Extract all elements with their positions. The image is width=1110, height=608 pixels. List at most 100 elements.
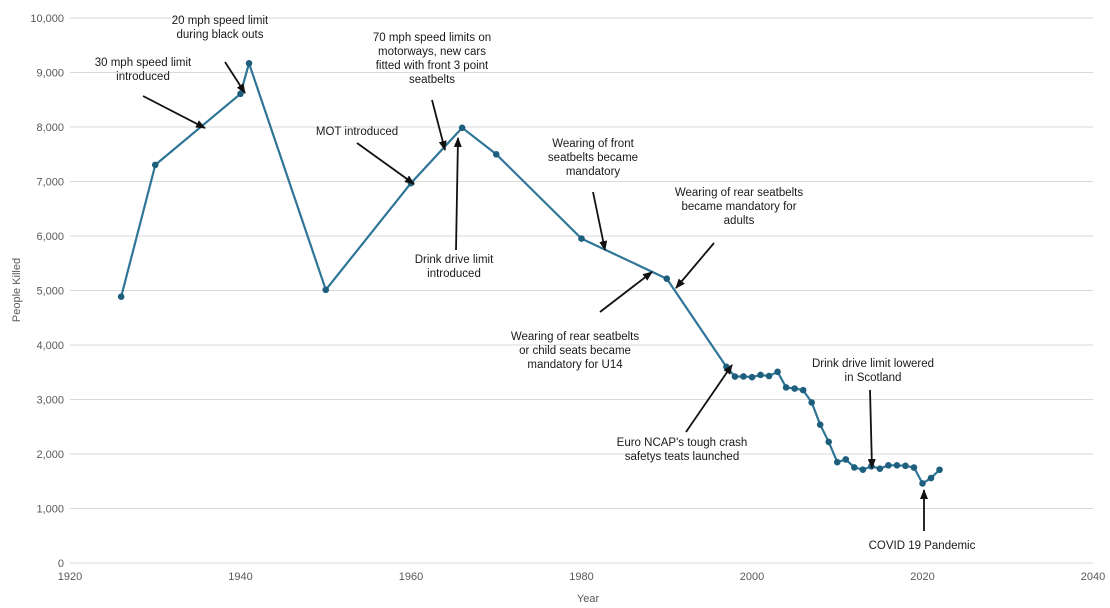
annotation-text: mandatory for U14	[527, 359, 623, 371]
y-tick-label: 8,000	[36, 122, 64, 134]
annotation-text: Wearing of rear seatbelts	[511, 331, 640, 343]
annotation: Wearing of rear seatbelts became mandator…	[675, 187, 804, 289]
annotation-arrow	[592, 191, 608, 251]
data-point	[876, 465, 884, 473]
annotation-arrow	[453, 137, 462, 251]
data-point	[245, 59, 253, 67]
data-point	[910, 464, 918, 471]
annotation-text: Drink drive limit lowered	[812, 358, 934, 370]
y-tick-label: 4,000	[36, 340, 64, 352]
annotation-arrow	[599, 271, 653, 313]
y-tick-label: 10,000	[30, 13, 64, 25]
annotation-text: Wearing of front	[552, 138, 634, 150]
annotation-text: Wearing of rear seatbelts	[675, 187, 804, 199]
data-point	[492, 151, 500, 158]
annotation-text: in Scotland	[845, 372, 902, 384]
x-tick-label: 1940	[228, 571, 252, 583]
annotation-text: 20 mph speed limit	[172, 15, 269, 27]
data-point	[748, 373, 756, 381]
data-point	[893, 461, 901, 469]
series-line	[117, 59, 943, 487]
annotation-text: or child seats became	[519, 345, 631, 357]
x-tick-label: 2020	[910, 571, 934, 583]
data-point	[816, 421, 824, 428]
annotation-text: 70 mph speed limits on	[373, 32, 491, 44]
annotation-text: COVID 19 Pandemic	[869, 540, 976, 552]
annotation-text: fitted with front 3 point	[376, 60, 489, 72]
annotation-text: introduced	[427, 268, 481, 280]
annotation: MOT introduced	[316, 126, 415, 185]
data-point	[322, 286, 330, 294]
x-tick-label: 2040	[1081, 571, 1105, 583]
annotation-arrow	[685, 364, 733, 433]
annotation-arrow	[431, 99, 447, 151]
data-point	[927, 474, 935, 482]
y-tick-label: 0	[58, 558, 64, 570]
y-tick-label: 2,000	[36, 449, 64, 461]
annotation: Drink drive limit lowered in Scotland	[812, 358, 934, 469]
data-point	[151, 161, 159, 169]
annotation-text: introduced	[116, 71, 170, 83]
annotation: 70 mph speed limits on motorways, new car…	[373, 32, 491, 151]
data-point	[782, 384, 790, 391]
x-tick-label: 1980	[569, 571, 593, 583]
x-axis-title: Year	[577, 593, 600, 605]
annotation-arrow	[356, 142, 415, 185]
y-tick-label: 5,000	[36, 286, 64, 298]
annotation-text: during black outs	[177, 29, 264, 41]
annotation: Drink drive limit introduced	[415, 137, 494, 280]
annotation: Wearing of front seatbelts became mandator…	[548, 138, 638, 251]
data-point	[825, 438, 833, 446]
data-point	[919, 480, 926, 487]
y-axis-title: People Killed	[11, 258, 23, 322]
annotation-text: mandatory	[566, 166, 621, 178]
data-point	[902, 462, 909, 470]
annotation-text: safetys teats launched	[625, 451, 739, 463]
x-tick-label: 2000	[740, 571, 764, 583]
annotation-arrow	[224, 61, 246, 94]
annotation-text: MOT introduced	[316, 126, 398, 138]
series-path	[120, 62, 941, 485]
annotation: COVID 19 Pandemic	[869, 489, 976, 552]
y-axis: 0 1,000 2,000 3,000 4,000 5,000 6,000 7,000 8,00…	[30, 13, 64, 570]
annotation: 20 mph speed limit during black outs	[172, 15, 269, 94]
data-point	[765, 372, 773, 380]
annotation-text: adults	[724, 215, 755, 227]
x-tick-label: 1960	[399, 571, 423, 583]
y-tick-label: 1,000	[36, 504, 64, 516]
gridlines	[70, 17, 1093, 564]
data-point	[740, 373, 747, 380]
data-point	[757, 371, 764, 379]
data-point	[936, 466, 943, 474]
data-point	[237, 90, 244, 98]
annotation-arrow	[867, 389, 876, 469]
data-point	[731, 373, 739, 380]
annotation-text: 30 mph speed limit	[95, 57, 192, 69]
y-tick-label: 6,000	[36, 231, 64, 243]
data-point	[833, 458, 841, 466]
annotation-arrow	[142, 95, 206, 129]
data-point	[117, 293, 125, 301]
data-point	[799, 386, 807, 394]
data-point	[808, 399, 815, 406]
annotation-text: seatbelts	[409, 74, 455, 86]
annotation-text: Euro NCAP's tough crash	[617, 437, 748, 449]
data-point	[842, 456, 850, 463]
annotation-text: became mandatory for	[681, 201, 796, 213]
y-tick-label: 7,000	[36, 177, 64, 189]
annotation-text: seatbelts became	[548, 152, 638, 164]
data-point	[859, 466, 867, 473]
data-point	[791, 385, 798, 392]
annotation-text: Drink drive limit	[415, 254, 494, 266]
x-tick-label: 1920	[58, 571, 82, 583]
annotation: Euro NCAP's tough crash safetys teats lau…	[617, 364, 748, 463]
data-point	[578, 235, 585, 242]
data-point	[851, 464, 858, 471]
y-tick-label: 9,000	[36, 68, 64, 80]
annotation-arrow	[675, 242, 715, 289]
data-point	[885, 462, 892, 469]
data-point	[663, 275, 671, 282]
annotation: 30 mph speed limit introduced	[95, 57, 206, 129]
